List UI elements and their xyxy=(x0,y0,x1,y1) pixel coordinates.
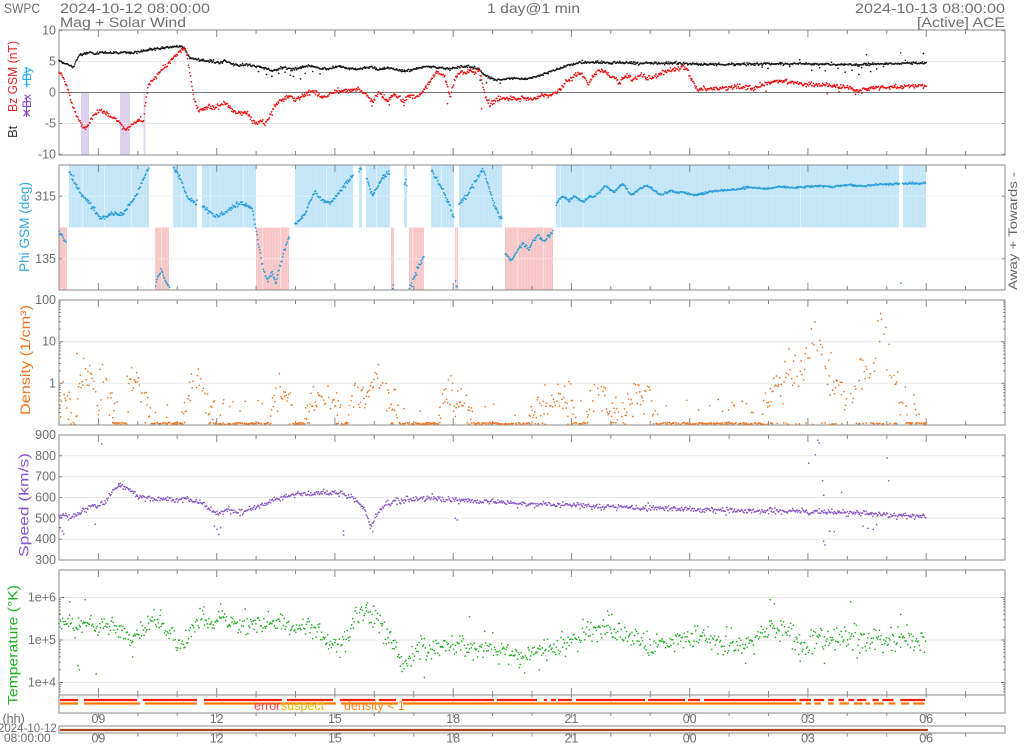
svg-text:400: 400 xyxy=(35,532,56,546)
svg-text:600: 600 xyxy=(35,490,56,504)
svg-text:density < 1: density < 1 xyxy=(344,699,405,713)
svg-text:08:00:00: 08:00:00 xyxy=(4,731,51,745)
svg-text:2024-10-12 08:00:00: 2024-10-12 08:00:00 xyxy=(60,0,210,16)
svg-text:15: 15 xyxy=(328,732,342,746)
svg-text:100: 100 xyxy=(35,293,56,307)
svg-text:800: 800 xyxy=(35,449,56,463)
svg-text:error: error xyxy=(254,699,280,713)
svg-text:09: 09 xyxy=(91,732,105,746)
svg-text:18: 18 xyxy=(446,732,460,746)
svg-text:18: 18 xyxy=(446,712,460,726)
svg-text:00: 00 xyxy=(683,732,697,746)
svg-text:1e+4: 1e+4 xyxy=(28,676,56,690)
svg-text:Bz GSM (nT): Bz GSM (nT) xyxy=(5,41,20,112)
svg-text:12: 12 xyxy=(210,712,224,726)
svg-text:03: 03 xyxy=(801,732,815,746)
svg-text:Away + Towards -: Away + Towards - xyxy=(1008,172,1020,290)
svg-text:135: 135 xyxy=(35,252,56,266)
svg-text:Bt: Bt xyxy=(5,125,20,138)
svg-text:12: 12 xyxy=(210,732,224,746)
svg-text:300: 300 xyxy=(35,553,56,567)
svg-text:10: 10 xyxy=(42,24,56,38)
svg-text:06: 06 xyxy=(919,712,933,726)
svg-text:700: 700 xyxy=(35,470,56,484)
svg-text:Temperature (°K): Temperature (°K) xyxy=(6,585,21,705)
svg-text:1 day@1 min: 1 day@1 min xyxy=(487,0,580,16)
svg-text:Density (1/cm³): Density (1/cm³) xyxy=(18,305,33,415)
svg-text:-5: -5 xyxy=(45,116,56,130)
svg-text:2024-10-12: 2024-10-12 xyxy=(0,723,57,735)
svg-text:1: 1 xyxy=(49,376,56,390)
svg-text:Mag + Solar Wind: Mag + Solar Wind xyxy=(60,14,186,30)
svg-text:06: 06 xyxy=(919,732,933,746)
svg-text:Speed (km/s): Speed (km/s) xyxy=(17,453,32,557)
svg-text:10: 10 xyxy=(42,335,56,349)
svg-text:00: 00 xyxy=(683,712,697,726)
svg-text:15: 15 xyxy=(328,712,342,726)
svg-text:900: 900 xyxy=(35,428,56,442)
svg-text:[Active] ACE: [Active] ACE xyxy=(917,14,1005,30)
svg-text:5: 5 xyxy=(49,55,56,69)
svg-text:1e+6: 1e+6 xyxy=(28,591,56,605)
svg-text:21: 21 xyxy=(564,712,578,726)
svg-text:21: 21 xyxy=(564,732,578,746)
svg-text:SWPC: SWPC xyxy=(4,0,40,16)
svg-text:-10: -10 xyxy=(38,147,56,161)
svg-text:Phi GSM (deg): Phi GSM (deg) xyxy=(17,182,32,272)
svg-text:09: 09 xyxy=(91,712,105,726)
svg-text:1e+5: 1e+5 xyxy=(28,633,56,647)
svg-text:03: 03 xyxy=(801,712,815,726)
svg-text:2024-10-13 08:00:00: 2024-10-13 08:00:00 xyxy=(855,0,1005,16)
svg-text:0: 0 xyxy=(49,86,56,100)
svg-text:500: 500 xyxy=(35,511,56,525)
svg-text:(hh): (hh) xyxy=(3,712,25,726)
svg-text:315: 315 xyxy=(35,189,56,203)
svg-text:suspect: suspect xyxy=(281,699,325,713)
